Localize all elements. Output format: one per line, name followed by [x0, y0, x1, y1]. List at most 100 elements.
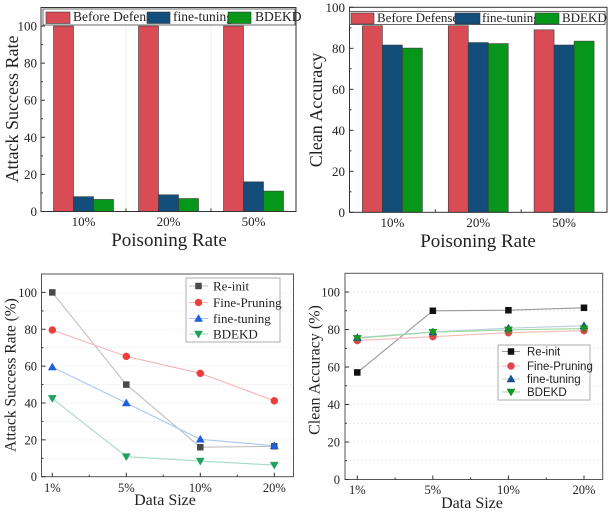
- series-line-re-init: [51, 292, 275, 448]
- bar-before-defense-10pct: [53, 25, 74, 212]
- y-tick-label: 80: [332, 41, 345, 56]
- bar-before-defense-10pct: [362, 25, 383, 213]
- y-tick-label: 0: [31, 470, 37, 484]
- point-re-init-1pct: [354, 369, 361, 376]
- series-line-bdekd: [51, 397, 275, 466]
- chart-4-line: 1% 5% 10% 20% 0 20 40 60 80 100 Data Size Clean Acc…: [307, 272, 604, 512]
- legend-item-bdekd: BDEKD: [227, 9, 302, 24]
- x-axis-title: Poisoning Rate: [420, 231, 536, 252]
- legend-label: fine-tuning: [213, 311, 271, 326]
- y-axis-title: Attack Success Rate (%): [3, 298, 20, 452]
- point-fine-pruning-20pct: [270, 397, 279, 405]
- legend-marker-triangle-down-icon: [506, 388, 516, 397]
- plot-frame: [40, 7, 297, 212]
- x-tick-label: 20%: [466, 215, 490, 230]
- point-bdekd-10pct: [504, 326, 513, 335]
- x-axis-title: Data Size: [134, 492, 196, 509]
- x-tick-label: 10%: [72, 214, 96, 229]
- legend-item-fine-pruning: Fine-Pruning: [189, 295, 282, 310]
- series-line-bdekd: [357, 328, 585, 339]
- legend-marker-triangle-down-icon: [194, 330, 203, 339]
- point-fine-pruning-10pct: [196, 369, 205, 378]
- y-axis-title: Clean Accuracy (%): [307, 305, 324, 435]
- legend-swatch: [45, 11, 71, 24]
- point-fine-pruning-1pct: [48, 326, 57, 334]
- x-tick-label: 50%: [242, 214, 266, 229]
- legend-item-fine-tuning: fine-tuning: [146, 9, 233, 24]
- y-tick-label: 80: [25, 323, 38, 337]
- x-tick-label: 10%: [380, 215, 404, 230]
- bar-before-defense-50pct: [533, 29, 555, 213]
- legend-marker-triangle-up-icon: [194, 313, 203, 322]
- legend-label: BDEKD: [562, 10, 607, 25]
- legend-label: fine-tuning: [173, 9, 233, 24]
- y-tick-label: 80: [24, 56, 37, 71]
- legend-swatch: [227, 11, 252, 24]
- legend-item-fine-pruning: Fine-Pruning: [502, 361, 593, 373]
- point-bdekd-20pct: [579, 325, 589, 334]
- point-fine-tuning-1pct: [47, 362, 57, 371]
- x-tick-label: 1%: [349, 483, 366, 497]
- legend-item-re-init: Re-init: [189, 279, 249, 294]
- x-tick-label: 5%: [425, 483, 442, 497]
- legend: Before Defense fine-tuning BDEKD: [42, 8, 302, 26]
- chart-2-bar: 10% 20% 50% 0 20 40 60 80 100 Poisoning Rate Clean…: [306, 0, 608, 252]
- legend-item-before-defense: Before Defense: [45, 9, 157, 24]
- point-bdekd-1pct: [47, 395, 57, 403]
- point-re-init-5pct: [429, 307, 437, 315]
- point-re-init-10pct: [197, 443, 204, 451]
- point-re-init-20pct: [580, 304, 588, 312]
- y-tick-label: 0: [31, 204, 38, 219]
- legend-swatch: [454, 12, 481, 25]
- legend-label: Fine-Pruning: [213, 295, 282, 310]
- legend-marker-square-icon: [195, 282, 202, 290]
- chart-1-bar: 10% 20% 50% 0 20 40 60 80 100 Poisoning Rate Attac…: [2, 7, 302, 251]
- bar-fine-tuning-10pct: [73, 196, 94, 212]
- legend-label: BDEKD: [255, 9, 302, 24]
- bar-bdekd-50pct: [263, 190, 284, 212]
- legend-swatch: [146, 11, 171, 24]
- legend-item-bdekd: BDEKD: [189, 327, 258, 342]
- bar-before-defense-20pct: [138, 25, 159, 212]
- bar-fine-tuning-20pct: [158, 194, 179, 212]
- legend-label: fine-tuning: [482, 10, 540, 25]
- legend-item-bdekd: BDEKD: [534, 10, 607, 25]
- legend-item-before-defense: Before Defense: [350, 10, 458, 25]
- x-axis-title: Poisoning Rate: [111, 230, 227, 251]
- y-axis-title: Clean Accuracy: [306, 53, 326, 167]
- y-tick-label: 60: [25, 360, 38, 374]
- x-tick-label: 5%: [118, 481, 135, 495]
- x-tick-label: 20%: [573, 483, 596, 497]
- bar-fine-tuning-10pct: [382, 44, 403, 213]
- point-fine-tuning-5pct: [121, 398, 131, 407]
- point-bdekd-5pct: [121, 453, 131, 462]
- point-re-init-5pct: [123, 381, 130, 388]
- y-tick-label: 60: [332, 82, 345, 97]
- y-tick-label: 20: [24, 167, 37, 182]
- bar-fine-tuning-50pct: [553, 44, 575, 213]
- y-tick-label: 100: [326, 0, 346, 15]
- y-tick-label: 20: [25, 433, 38, 447]
- y-tick-label: 100: [18, 286, 37, 300]
- bar-fine-tuning-50pct: [243, 181, 264, 212]
- bar-bdekd-20pct: [487, 43, 509, 213]
- y-tick-label: 40: [332, 123, 345, 138]
- y-tick-label: 40: [25, 396, 38, 410]
- bar-bdekd-20pct: [178, 198, 199, 212]
- point-fine-tuning-20pct: [269, 441, 279, 449]
- legend-label: Before Defense: [377, 10, 458, 25]
- x-tick-label: 10%: [497, 483, 520, 497]
- point-bdekd-20pct: [269, 461, 279, 470]
- x-tick-label: 20%: [263, 481, 286, 495]
- legend-item-fine-tuning: fine-tuning: [454, 10, 540, 25]
- y-axis-title: Attack Success Rate: [2, 36, 22, 183]
- legend-item-fine-tuning: fine-tuning: [502, 374, 581, 386]
- bar-before-defense-50pct: [223, 25, 244, 212]
- bar-fine-tuning-20pct: [467, 42, 489, 213]
- legend-swatch: [350, 12, 375, 25]
- y-tick-label: 100: [18, 19, 38, 34]
- y-tick-label: 0: [339, 205, 346, 220]
- legend-label: Re-init: [213, 279, 249, 294]
- legend-label: Fine-Pruning: [527, 361, 593, 373]
- legend-label: Before Defense: [73, 9, 157, 24]
